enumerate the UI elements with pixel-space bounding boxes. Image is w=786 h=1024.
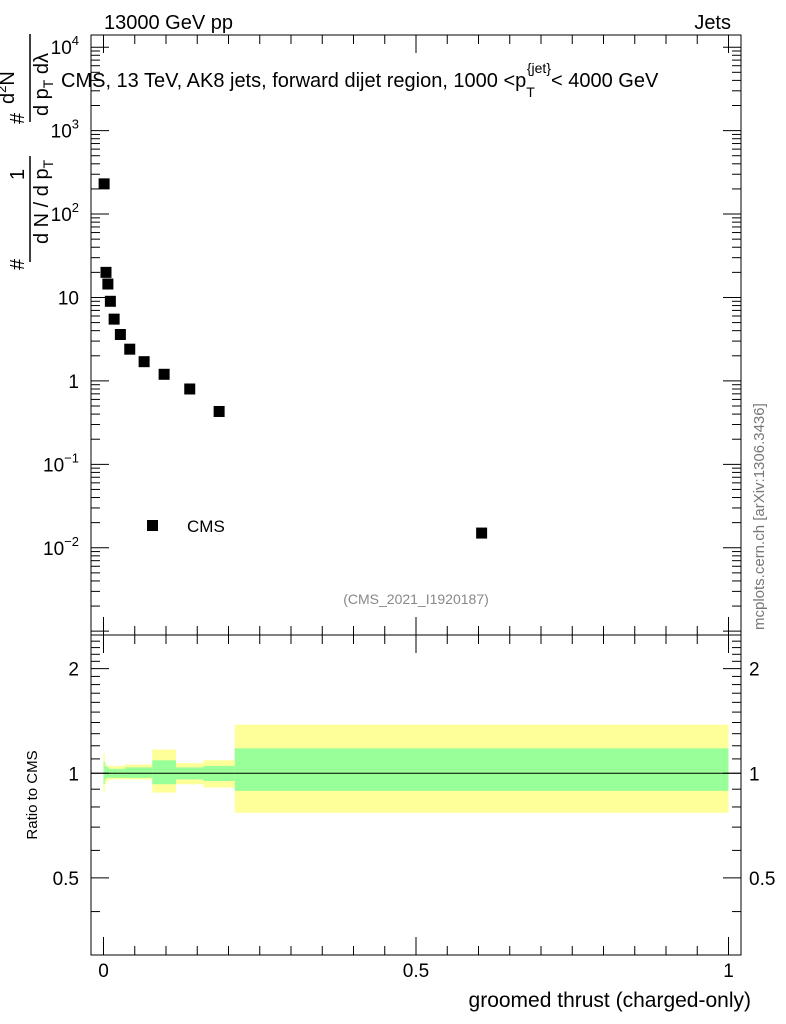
ratio-band-inner xyxy=(152,760,176,785)
main-y-tick-exp: −2 xyxy=(64,534,79,549)
main-y-tick-exp: −1 xyxy=(64,450,79,465)
side-label: mcplots.cern.ch [arXiv:1306.3436] xyxy=(751,403,768,630)
chart-title-main: CMS, 13 TeV, AK8 jets, forward dijet reg… xyxy=(61,70,526,92)
ratio-bands xyxy=(103,724,729,813)
main-y-label: # 1 d N / d pT # d2N d pT dλ xyxy=(0,34,56,270)
y-label-num-N: N xyxy=(0,71,19,85)
ratio-frame xyxy=(90,634,742,956)
data-point xyxy=(124,343,136,355)
ratio-y-tick-labels: 2 2 1 1 0.5 0.5 xyxy=(53,660,776,890)
ratio-band-inner xyxy=(106,767,110,778)
main-ticks xyxy=(91,35,741,636)
main-y-tick-exp: 2 xyxy=(72,200,79,215)
ratio-band-inner xyxy=(234,748,729,791)
chart-title: CMS, 13 TeV, AK8 jets, forward dijet reg… xyxy=(61,60,659,100)
x-axis-label: groomed thrust (charged-only) xyxy=(469,989,751,1012)
y-label-num-den: d pT dλ xyxy=(31,53,56,116)
data-point xyxy=(213,405,225,417)
main-y-tick-label: 10−1 xyxy=(43,450,79,476)
header-left: 13000 GeV pp xyxy=(104,12,233,34)
data-point xyxy=(184,383,196,395)
ratio-y-tick-label-right: 1 xyxy=(749,764,760,785)
y-label-num-den-d: d xyxy=(31,63,53,80)
y-label-den-T: T xyxy=(40,159,56,168)
y-label-hash-top: # xyxy=(7,258,29,270)
y-label-one: 1 xyxy=(7,169,29,180)
ratio-y-label: Ratio to CMS xyxy=(24,750,41,839)
data-point xyxy=(158,368,170,380)
main-y-tick-exp: 4 xyxy=(72,33,79,48)
ratio-y-tick-label-left: 0.5 xyxy=(53,869,79,890)
y-label-num: d2N xyxy=(0,71,19,104)
y-label-num-den-T: T xyxy=(40,79,56,88)
ratio-y-tick-label-left: 2 xyxy=(68,660,79,681)
main-y-tick-label: 104 xyxy=(51,33,79,59)
x-tick-label: 0 xyxy=(98,961,109,982)
y-label-num-sup: 2 xyxy=(0,86,9,93)
ratio-band-inner xyxy=(124,767,136,778)
data-point xyxy=(114,328,126,340)
data-point xyxy=(104,295,116,307)
analysis-id: (CMS_2021_I1920187) xyxy=(343,591,489,607)
main-y-tick-label: 1 xyxy=(68,372,79,393)
main-y-tick-label: 10 xyxy=(58,288,79,309)
data-point xyxy=(476,527,488,539)
y-label-hash-mid: # xyxy=(7,112,29,124)
main-data-points xyxy=(98,178,488,539)
ratio-panel: 2 21 10.5 0.5 0 0.5 1 xyxy=(53,634,776,982)
main-y-tick-base: 10 xyxy=(51,205,72,226)
header-right: Jets xyxy=(694,12,731,34)
ratio-y-tick-label-right: 2 xyxy=(749,660,760,681)
ratio-y-tick-label-left: 1 xyxy=(68,764,79,785)
y-label-num-d: d xyxy=(0,93,19,104)
data-point xyxy=(108,313,120,325)
data-point xyxy=(102,278,114,290)
chart-title-end: < 4000 GeV xyxy=(551,70,659,92)
legend-label: CMS xyxy=(187,517,225,536)
main-frame xyxy=(90,34,742,636)
ratio-ticks xyxy=(91,635,741,956)
x-tick-label: 0.5 xyxy=(403,961,429,982)
main-y-tick-exp: 3 xyxy=(72,117,79,132)
main-y-tick-label: 102 xyxy=(51,200,79,226)
y-label-lambda: λ xyxy=(31,53,53,63)
main-y-tick-base: 10 xyxy=(43,455,64,476)
ratio-band-inner xyxy=(104,765,107,780)
chart-title-sup: {jet} xyxy=(527,60,551,76)
data-point xyxy=(98,178,110,190)
main-y-tick-base: 10 xyxy=(51,122,72,143)
y-label-den: d N / d pT xyxy=(31,159,56,244)
data-point xyxy=(100,266,112,278)
data-point xyxy=(138,356,150,368)
y-label-den-d: d N / d p xyxy=(31,168,53,244)
x-tick-label: 1 xyxy=(723,961,734,982)
main-y-tick-label: 103 xyxy=(51,117,79,143)
legend-marker xyxy=(147,520,158,531)
chart-title-sub: T xyxy=(526,84,535,100)
main-y-tick-base: 10 xyxy=(43,539,64,560)
main-y-tick-base: 10 xyxy=(51,38,72,59)
main-y-tick-label: 10−2 xyxy=(43,534,79,560)
ratio-y-tick-label-right: 0.5 xyxy=(749,869,775,890)
y-label-num-den-dp: d p xyxy=(31,88,53,116)
x-tick-labels: 0 0.5 1 xyxy=(98,961,734,982)
ratio-band-inner xyxy=(136,767,153,778)
